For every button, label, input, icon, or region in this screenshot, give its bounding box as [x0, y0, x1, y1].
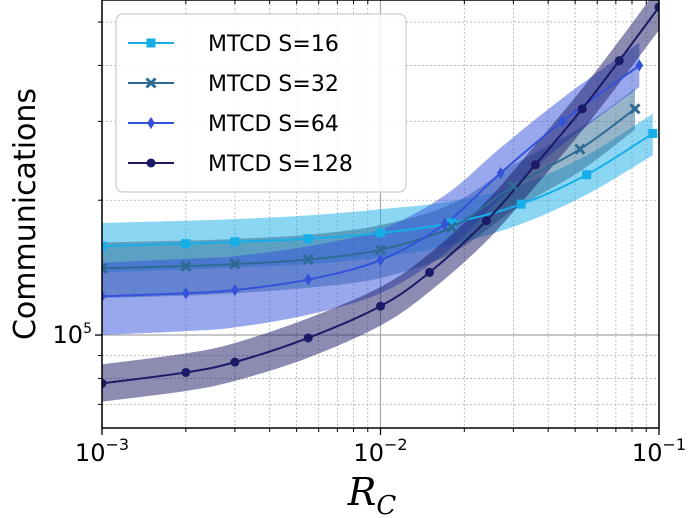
data-point [231, 284, 239, 297]
data-point [181, 239, 191, 249]
data-point [229, 258, 241, 270]
legend-entry: MTCD S=128 [128, 152, 353, 177]
legend-marker [146, 158, 156, 168]
data-point [648, 128, 658, 138]
y-tick-base: 10 [53, 321, 84, 349]
data-point [574, 143, 586, 155]
legend-marker [146, 38, 156, 48]
data-point [230, 237, 240, 247]
legend-marker [145, 77, 157, 89]
x-axis-label: RC [347, 470, 397, 518]
data-point [481, 216, 491, 226]
y-tick-label: 105 [53, 321, 92, 349]
data-point [181, 367, 191, 377]
x-axis-label-subscript: C [376, 491, 396, 518]
x-axis-label-main: R [347, 470, 377, 514]
data-point [577, 104, 587, 114]
data-point [614, 56, 624, 66]
confidence-band [102, 0, 659, 402]
data-point [303, 333, 313, 343]
legend-entry: MTCD S=16 [128, 32, 339, 57]
data-point [302, 253, 314, 266]
legend-marker [147, 116, 155, 130]
data-point [530, 160, 540, 170]
legend-label: MTCD S=128 [208, 152, 353, 177]
confidence-band [102, 113, 653, 273]
data-point [374, 244, 387, 256]
x-tick-label: 10−3 [75, 435, 129, 467]
data-point [102, 378, 107, 388]
x-tick-label: 10−1 [632, 435, 686, 467]
data-point [304, 273, 313, 286]
data-point [507, 180, 519, 192]
data-point [102, 290, 106, 303]
x-tick-base: 10 [632, 439, 663, 467]
x-tick-base: 10 [353, 439, 384, 467]
x-tick-exponent: −1 [662, 435, 686, 454]
data-point [230, 357, 240, 367]
data-point [180, 260, 192, 272]
data-point [635, 59, 644, 72]
y-tick-exponent: 5 [83, 321, 92, 337]
data-point [376, 301, 385, 311]
legend-box [115, 13, 407, 193]
data-point [629, 103, 641, 115]
data-point [376, 254, 385, 267]
data-point [440, 217, 449, 231]
legend-entry: MTCD S=32 [128, 72, 339, 97]
data-point [558, 115, 567, 128]
legend-label: MTCD S=32 [208, 72, 339, 97]
data-point [303, 234, 313, 244]
series-markers [102, 2, 659, 388]
data-point [446, 221, 458, 233]
x-tick-base: 10 [75, 439, 106, 467]
data-point [376, 228, 385, 238]
data-point [582, 170, 592, 180]
data-point [182, 287, 190, 300]
legend-label: MTCD S=16 [208, 32, 339, 57]
data-point [654, 2, 659, 12]
x-tick-exponent: −3 [105, 435, 129, 454]
data-point [425, 267, 435, 277]
x-tick-label: 10−2 [353, 435, 407, 467]
legend-entry: MTCD S=64 [128, 112, 339, 137]
data-point [496, 166, 505, 180]
legend: MTCD S=16 MTCD S=32 MTCD S=64 MTCD S=128 [115, 13, 407, 193]
data-point [102, 241, 107, 251]
data-point [516, 199, 526, 209]
data-point [447, 218, 457, 228]
data-point [102, 262, 108, 274]
legend-label: MTCD S=64 [208, 112, 339, 137]
y-axis-label: Communications [8, 88, 43, 340]
x-tick-exponent: −2 [384, 435, 408, 454]
